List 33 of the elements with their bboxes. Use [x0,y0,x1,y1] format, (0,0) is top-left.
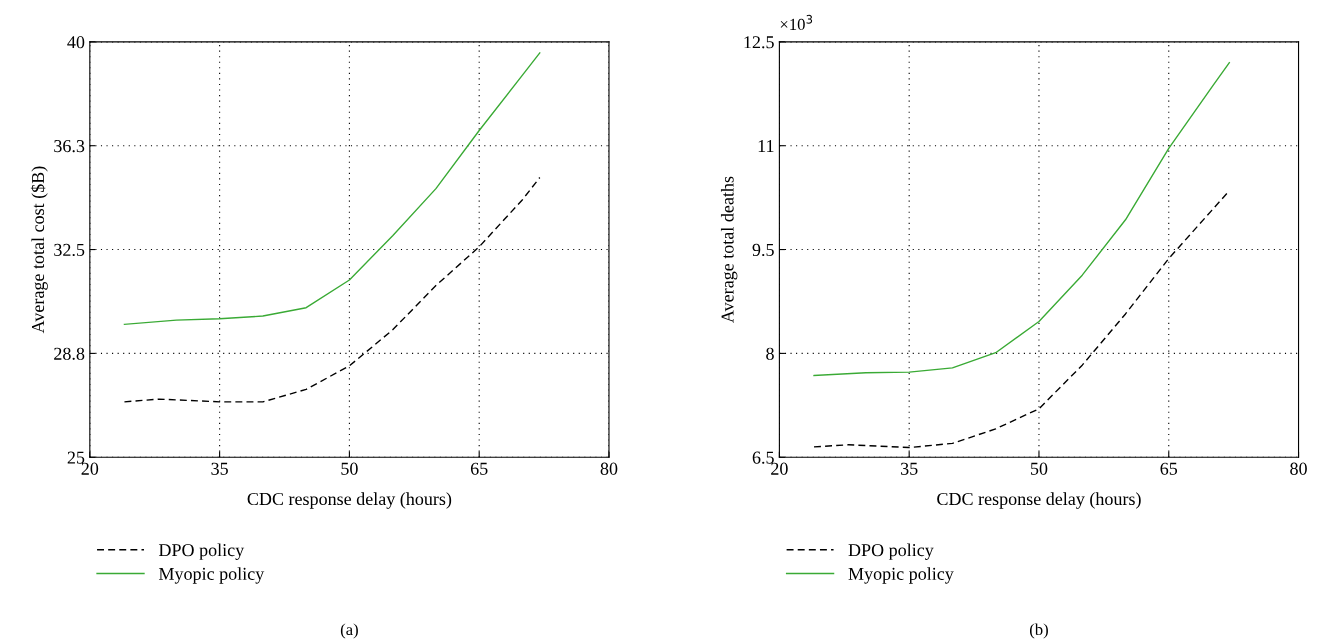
legend-label: Myopic policy [158,567,265,584]
y-axis-title: Average total cost ($B) [30,166,48,334]
text: ×10$^{3}$ [780,14,813,31]
x-tick-label: 50 [1030,462,1048,475]
legend-label: DPO policy [848,543,934,560]
line-series [123,52,541,326]
y-tick-label: 28.8 [54,347,85,360]
y-tick-label: 8 [766,347,774,360]
legend-label: Myopic policy [848,567,954,584]
y-tick-label: 6.5 [752,451,774,464]
y-tick-label: 40 [67,36,85,49]
y-tick-label: 32.5 [54,243,85,257]
text: (a) [340,623,358,639]
x-axis-title: CDC response delay (hours) [937,492,1141,509]
legend-label: DPO policy [158,543,245,560]
x-tick-label: 80 [600,462,618,475]
y-tick-label: 12.5 [744,36,774,49]
x-tick-label: 20 [81,462,99,475]
y-axis-title: Average total deaths [720,176,738,323]
y-tick-label: 11 [758,140,774,152]
text: (b) [1029,623,1048,639]
x-axis-title: CDC response delay (hours) [247,492,452,509]
x-tick-label: 50 [341,462,358,475]
y-tick-label: 36.3 [54,140,85,153]
x-tick-label: 65 [1160,462,1178,475]
x-tick-label: 80 [1290,462,1307,475]
y-tick-label: 9.5 [752,243,774,257]
y-tick-label: 25 [67,451,85,464]
x-tick-label: 65 [470,462,488,475]
x-tick-label: 35 [901,462,918,475]
x-tick-label: 35 [211,462,228,475]
line-series [813,61,1231,377]
x-tick-label: 20 [771,462,788,475]
